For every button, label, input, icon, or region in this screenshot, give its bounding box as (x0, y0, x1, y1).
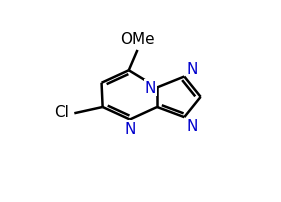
Text: Cl: Cl (54, 105, 69, 120)
Text: OMe: OMe (120, 32, 155, 47)
Text: N: N (124, 121, 135, 136)
Text: N: N (187, 61, 198, 76)
Text: N: N (187, 118, 198, 133)
Text: N: N (145, 81, 156, 96)
